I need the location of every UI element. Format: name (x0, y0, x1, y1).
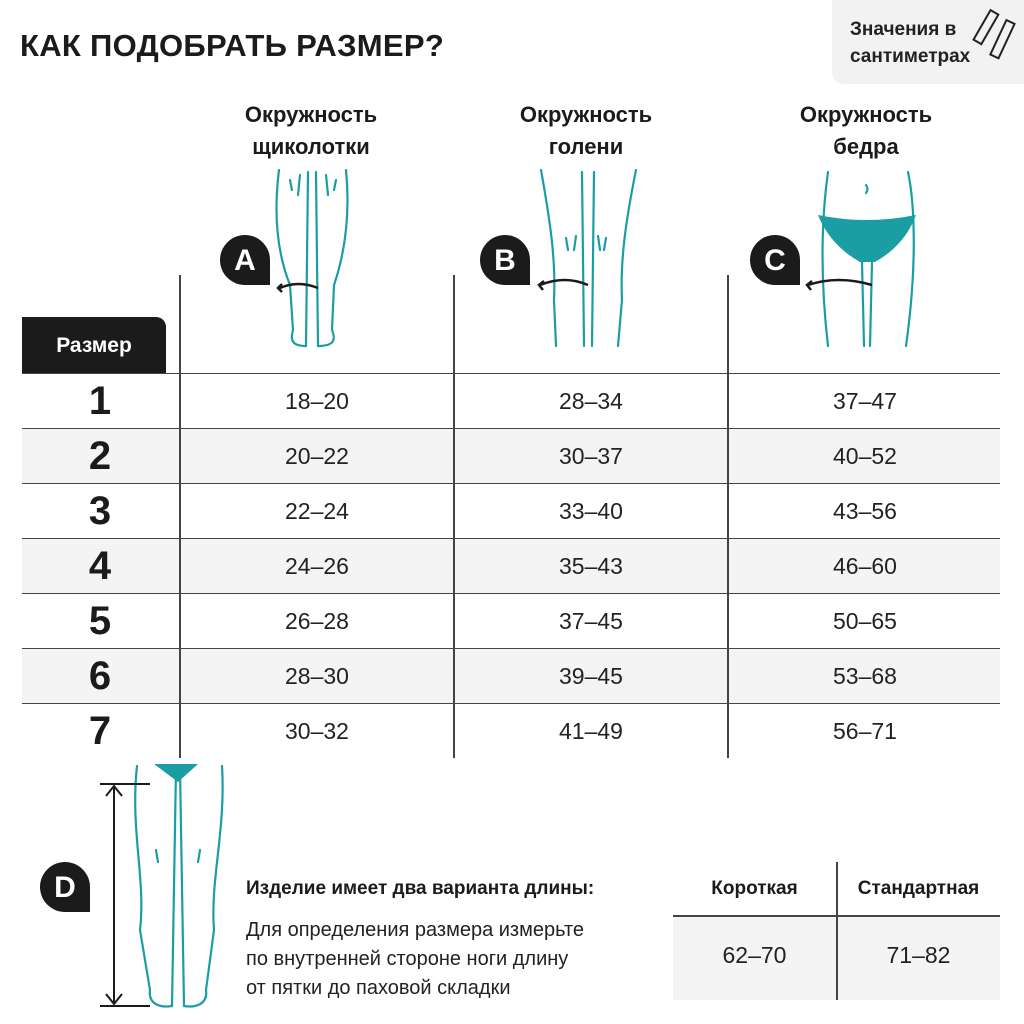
size-number: 4 (88, 544, 112, 588)
size-number: 3 (88, 489, 112, 533)
table-row: 7 30–32 41–49 56–71 (22, 703, 1000, 758)
marker-c: C (750, 235, 800, 285)
column-header-calf: Окружность голени (519, 102, 653, 159)
ruler-icon (972, 8, 1016, 60)
size-header: Размер (22, 317, 166, 373)
length-description: Для определения размера измерьте по внут… (246, 919, 585, 999)
page-title: КАК ПОДОБРАТЬ РАЗМЕР? (20, 28, 445, 63)
table-row: 1 18–20 28–34 37–47 (22, 373, 1000, 428)
size-value: 24–26 (285, 553, 349, 579)
table-row: 4 24–26 35–43 46–60 (22, 538, 1000, 593)
size-value: 20–22 (285, 443, 349, 469)
size-number: 2 (88, 434, 112, 478)
size-value: 22–24 (285, 498, 349, 524)
length-header-standard: Стандартная (857, 878, 980, 899)
size-value: 46–60 (833, 553, 897, 579)
table-row: 6 28–30 39–45 53–68 (22, 648, 1000, 703)
size-number: 5 (88, 599, 112, 643)
table-row: 2 20–22 30–37 40–52 (22, 428, 1000, 483)
size-value: 41–49 (559, 718, 623, 744)
size-value: 33–40 (559, 498, 623, 524)
size-value: 56–71 (833, 718, 897, 744)
table-row: 5 26–28 37–45 50–65 (22, 593, 1000, 648)
length-title: Изделие имеет два варианта длины: (246, 878, 595, 899)
size-value: 50–65 (833, 608, 897, 634)
size-value: 18–20 (285, 388, 349, 414)
size-value: 30–32 (285, 718, 349, 744)
column-header-thigh: Окружность бедра (799, 102, 933, 159)
units-badge: Значения в сантиметрах (832, 0, 1024, 84)
size-value: 39–45 (559, 663, 623, 689)
length-header-short: Короткая (711, 878, 798, 899)
size-value: 28–30 (285, 663, 349, 689)
table-row: 3 22–24 33–40 43–56 (22, 483, 1000, 538)
size-value: 53–68 (833, 663, 897, 689)
marker-d: D (40, 862, 90, 912)
units-line1: Значения в (850, 19, 957, 40)
size-value: 43–56 (833, 498, 897, 524)
length-value-standard: 71–82 (886, 942, 951, 968)
column-divider (453, 275, 455, 758)
marker-b: B (480, 235, 530, 285)
size-value: 40–52 (833, 443, 897, 469)
units-line2: сантиметрах (850, 46, 971, 67)
length-value-short: 62–70 (722, 942, 787, 968)
column-header-ankle: Окружность щиколотки (244, 102, 378, 159)
column-divider (179, 275, 181, 758)
column-divider (727, 275, 729, 758)
size-number: 6 (88, 654, 112, 698)
length-table-divider (836, 862, 838, 1000)
size-value: 30–37 (559, 443, 623, 469)
size-value: 26–28 (285, 608, 349, 634)
size-number: 1 (88, 379, 112, 423)
size-value: 35–43 (559, 553, 623, 579)
size-number: 7 (88, 709, 112, 753)
marker-a: A (220, 235, 270, 285)
size-value: 37–45 (559, 608, 623, 634)
size-value: 37–47 (833, 388, 897, 414)
size-value: 28–34 (559, 388, 623, 414)
